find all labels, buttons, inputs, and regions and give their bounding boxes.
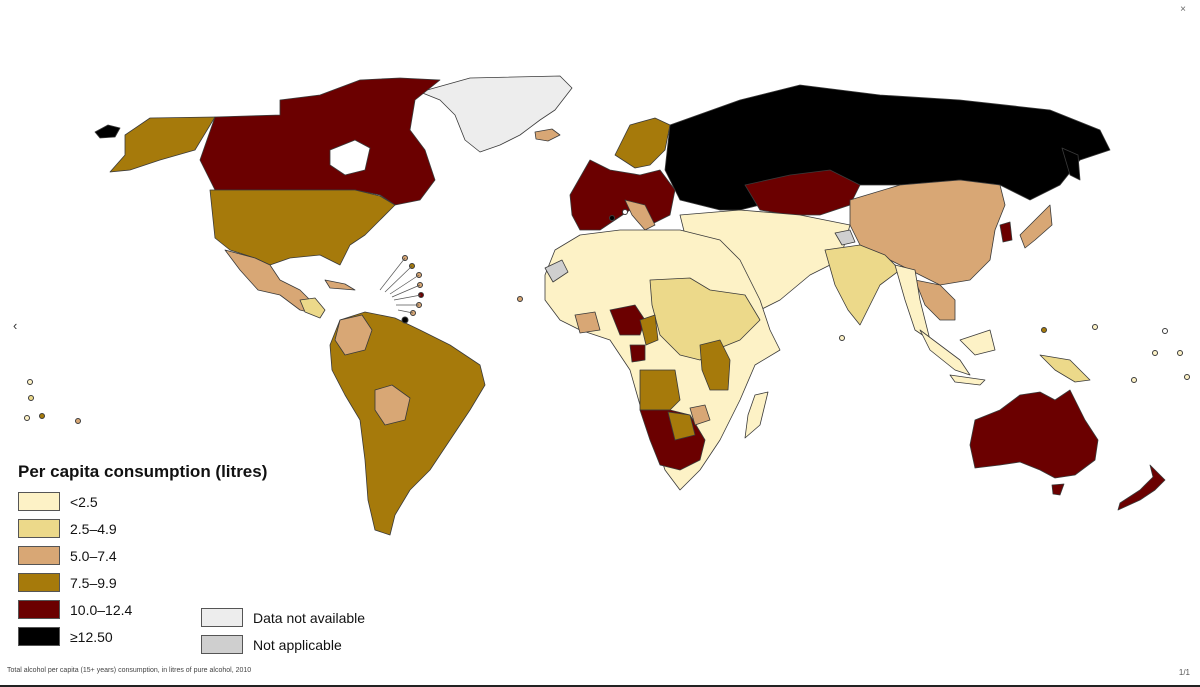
legend-item: <2.5 — [18, 488, 267, 515]
island-marker — [1092, 324, 1098, 330]
region-greenland — [419, 75, 573, 153]
region-kamchatka — [1061, 147, 1081, 181]
region-cameroon — [639, 314, 659, 346]
legend-item: 7.5–9.9 — [18, 569, 267, 596]
region-australia — [969, 389, 1099, 479]
region-italy — [624, 199, 656, 231]
legend: Per capita consumption (litres) <2.5 2.5… — [18, 462, 267, 650]
region-gabon — [629, 344, 646, 363]
region-indonesia — [919, 329, 996, 386]
region-colombia — [334, 314, 373, 356]
region-new-zealand — [1117, 464, 1166, 511]
legend-item: Not applicable — [201, 631, 365, 658]
legend-extra: Data not available Not applicable — [201, 604, 365, 658]
region-not-applicable-kashmir — [834, 229, 856, 246]
region-chukotka — [94, 124, 121, 139]
island-marker — [1152, 350, 1158, 356]
island-marker — [27, 379, 33, 385]
region-central-america — [299, 297, 326, 319]
legend-label: 10.0–12.4 — [70, 601, 133, 618]
island-marker — [1131, 377, 1137, 383]
region-south-america — [329, 311, 486, 536]
region-botswana — [667, 411, 696, 441]
region-cuba — [324, 279, 356, 291]
legend-item: ≥12.50 — [18, 623, 267, 650]
island-marker — [839, 335, 845, 341]
legend-swatch — [18, 546, 60, 565]
bottom-border — [0, 685, 1200, 687]
region-canada — [199, 77, 441, 206]
legend-swatch — [18, 519, 60, 538]
legend-swatch — [18, 627, 60, 646]
page-indicator: 1/1 — [1178, 668, 1190, 677]
region-iceland — [534, 128, 561, 142]
region-tasmania — [1051, 483, 1065, 496]
island-marker — [401, 316, 409, 324]
legend-label: <2.5 — [70, 493, 98, 510]
island-marker — [1162, 328, 1168, 334]
region-bolivia — [374, 384, 411, 426]
region-alaska — [109, 116, 216, 173]
legend-item: 5.0–7.4 — [18, 542, 267, 569]
legend-swatch — [18, 600, 60, 619]
region-madagascar — [744, 391, 769, 439]
island-marker — [75, 418, 81, 424]
legend-item: Data not available — [201, 604, 365, 631]
island-marker — [39, 413, 45, 419]
legend-label: 2.5–4.9 — [70, 520, 117, 537]
legend-label: Data not available — [253, 609, 366, 626]
legend-label: 5.0–7.4 — [70, 547, 117, 564]
island-marker — [24, 415, 30, 421]
region-central-africa — [649, 277, 761, 361]
legend-item: 10.0–12.4 — [18, 596, 267, 623]
legend-swatch — [18, 573, 60, 592]
region-western-sahara — [544, 259, 569, 283]
region-indochina — [914, 279, 956, 321]
legend-swatch — [18, 492, 60, 511]
legend-title: Per capita consumption (litres) — [18, 462, 268, 481]
region-japan — [1019, 204, 1053, 249]
close-icon[interactable]: × — [1180, 4, 1186, 15]
map-caption: Total alcohol per capita (15+ years) con… — [7, 667, 252, 674]
previous-arrow-icon[interactable]: ‹ — [13, 318, 18, 333]
region-angola — [639, 369, 681, 411]
island-marker — [28, 395, 34, 401]
island-marker — [517, 296, 523, 302]
region-korea — [999, 221, 1013, 243]
region-western-europe — [569, 159, 676, 231]
region-png — [1039, 354, 1091, 383]
region-scandinavia — [614, 117, 671, 169]
legend-label: 7.5–9.9 — [70, 574, 117, 591]
legend-label: ≥12.50 — [70, 628, 113, 645]
region-usa — [209, 189, 396, 266]
region-ghana-area — [574, 311, 601, 334]
legend-swatch — [201, 635, 243, 654]
island-marker — [1041, 327, 1047, 333]
region-zimbabwe — [689, 404, 711, 426]
island-marker — [609, 215, 615, 221]
island-marker — [622, 209, 628, 215]
world-choropleth-map — [24, 75, 1190, 536]
legend-item: 2.5–4.9 — [18, 515, 267, 542]
legend-label: Not applicable — [253, 636, 342, 653]
island-marker — [1184, 374, 1190, 380]
region-tanzania-uganda — [699, 339, 731, 391]
island-marker — [1177, 350, 1183, 356]
region-india — [824, 244, 901, 326]
legend-swatch — [201, 608, 243, 627]
